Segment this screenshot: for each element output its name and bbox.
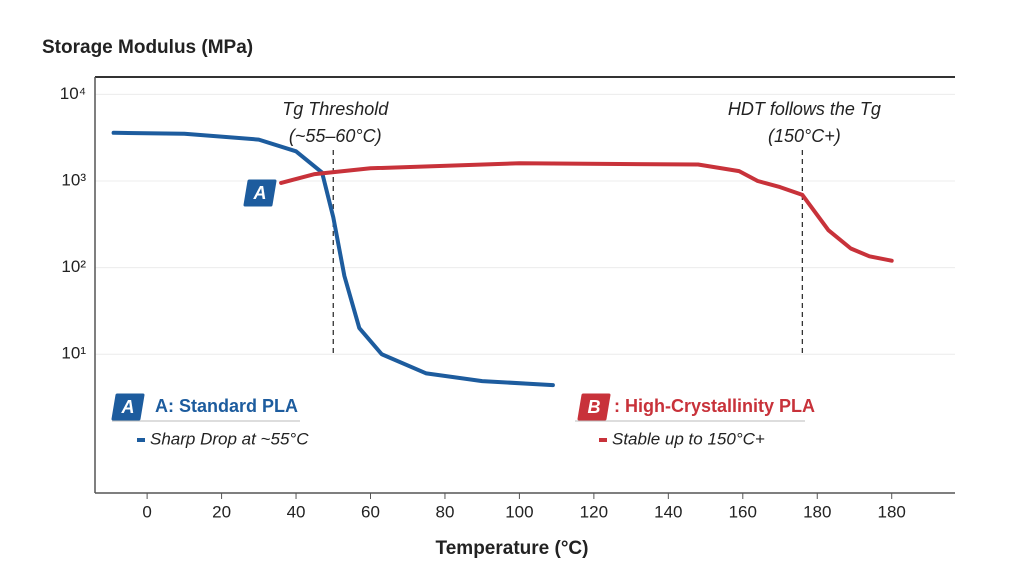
badge-label: B — [588, 397, 601, 417]
x-tick-label: 140 — [654, 502, 682, 521]
legend-label: A: Standard PLA — [155, 396, 298, 416]
annotation: (150°C+) — [768, 126, 841, 146]
annotation: (~55–60°C) — [289, 126, 382, 146]
badge — [243, 179, 277, 207]
x-tick-label: 160 — [729, 502, 757, 521]
x-tick-label: 20 — [212, 502, 231, 521]
x-tick-label: 180 — [878, 502, 906, 521]
x-axis-title: Temperature (°C) — [436, 538, 589, 559]
badge — [577, 393, 611, 421]
legend-note: Stable up to 150°C+ — [612, 429, 765, 448]
x-tick-label: 120 — [580, 502, 608, 521]
y-tick-label: 10¹ — [61, 344, 86, 363]
annotation: Tg Threshold — [282, 99, 389, 119]
series-line — [279, 161, 894, 263]
x-tick-label: 100 — [505, 502, 533, 521]
badge-label: A — [253, 183, 267, 203]
series-line — [111, 130, 555, 388]
annotation: HDT follows the Tg — [728, 99, 881, 119]
badge — [111, 393, 145, 421]
x-tick-label: 0 — [142, 502, 151, 521]
x-tick-label: 60 — [361, 502, 380, 521]
x-tick-label: 80 — [435, 502, 454, 521]
x-tick-label: 180 — [803, 502, 831, 521]
y-tick-label: 10⁴ — [60, 84, 86, 103]
x-tick-label: 40 — [287, 502, 306, 521]
y-tick-label: 10³ — [61, 170, 86, 189]
legend-note: Sharp Drop at ~55°C — [150, 429, 309, 448]
y-tick-label: 10² — [61, 257, 86, 276]
legend-label: : High-Crystallinity PLA — [614, 396, 815, 416]
y-axis-title: Storage Modulus (MPa) — [42, 37, 253, 58]
badge-label: A — [121, 397, 135, 417]
